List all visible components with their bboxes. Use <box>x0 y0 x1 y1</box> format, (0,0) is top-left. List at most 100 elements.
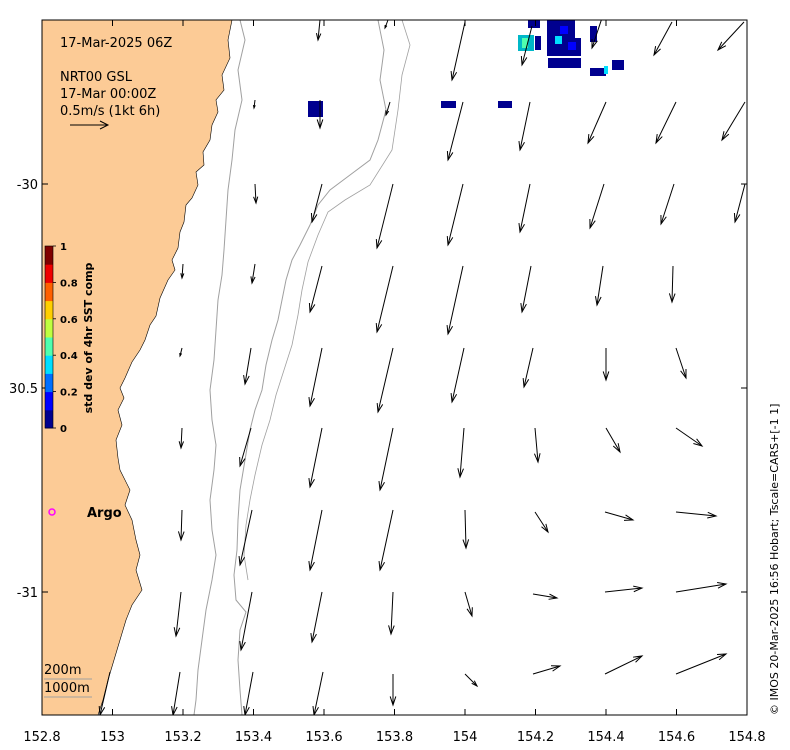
current-arrow <box>520 265 532 314</box>
x-tick-label: 153.4 <box>235 730 272 745</box>
arrow-scale-icon <box>70 120 110 130</box>
current-arrow <box>171 671 181 715</box>
current-arrow <box>450 21 466 82</box>
current-arrow <box>385 101 391 117</box>
current-arrow <box>605 427 621 454</box>
current-arrow <box>587 101 607 145</box>
x-tick-label: 154.8 <box>728 730 765 745</box>
x-tick-label: 154.2 <box>517 730 554 745</box>
current-arrow <box>464 673 479 688</box>
current-arrow <box>668 265 676 304</box>
current-arrow <box>604 511 635 521</box>
y-tick-label: -30 <box>17 178 38 193</box>
colorbar-tick-label: 0.4 <box>60 351 78 362</box>
arrow-scale-label: 0.5m/s (1kt 6h) <box>60 104 160 119</box>
current-arrow <box>179 347 183 358</box>
current-arrow <box>602 348 610 382</box>
current-arrow <box>178 427 185 450</box>
colorbar-tick-label: 0.2 <box>60 388 78 399</box>
current-arrow <box>98 671 111 715</box>
current-arrow <box>520 25 533 67</box>
current-arrow <box>660 183 675 226</box>
x-tick-label: 154.4 <box>587 730 624 745</box>
current-arrow <box>675 347 687 380</box>
current-arrow <box>243 671 254 715</box>
current-arrow <box>308 427 323 489</box>
current-arrow <box>522 347 534 389</box>
current-arrow <box>308 347 323 408</box>
current-arrow <box>595 265 604 307</box>
depth-contour-1000m-outer <box>243 20 411 581</box>
current-arrow <box>589 183 605 230</box>
current-arrow <box>518 183 531 234</box>
current-arrow <box>675 582 728 593</box>
colorbar-tick-label: 0 <box>60 424 67 435</box>
current-arrow <box>378 427 394 492</box>
current-arrow <box>250 263 256 285</box>
current-arrow <box>721 101 746 142</box>
x-tick-label: 153.2 <box>164 730 201 745</box>
credit-text: © IMOS 20-Mar-2025 16:56 Hobart; Tscale=… <box>768 404 781 715</box>
current-arrow <box>180 263 185 280</box>
product-time: 17-Mar 00:00Z <box>60 87 156 102</box>
current-arrow <box>308 265 323 314</box>
current-arrow <box>375 183 394 250</box>
contour-label-1000m: 1000m <box>44 681 90 696</box>
current-arrow <box>675 511 718 519</box>
current-arrow <box>173 591 182 638</box>
current-arrow <box>655 101 677 145</box>
current-arrow <box>177 509 185 542</box>
colorbar: 0 0.2 0.4 0.6 0.8 1 <box>44 242 78 435</box>
current-arrow <box>252 99 256 110</box>
current-arrow <box>376 347 394 414</box>
current-arrow <box>653 21 673 57</box>
current-arrow <box>675 427 704 447</box>
current-arrow <box>308 509 323 572</box>
x-tick-label: 154.6 <box>658 730 695 745</box>
current-arrow <box>446 265 464 336</box>
current-arrow <box>375 265 394 334</box>
current-arrow <box>532 593 559 600</box>
sst-stddev-patches <box>308 20 624 117</box>
argo-label: Argo <box>87 506 122 521</box>
current-arrow <box>446 101 464 162</box>
current-arrow <box>239 591 253 652</box>
y-axis-ticks: -30 30.5 -31 <box>9 178 747 601</box>
colorbar-tick-label: 1 <box>60 242 67 253</box>
current-arrow <box>378 509 394 572</box>
argo-marker[interactable] <box>48 508 56 516</box>
current-arrows <box>98 20 746 715</box>
current-arrow <box>253 183 259 205</box>
current-arrow <box>716 21 745 52</box>
current-arrow <box>464 591 473 618</box>
colorbar-tick-label: 0.6 <box>60 315 78 326</box>
x-tick-label: 153.6 <box>305 730 342 745</box>
current-arrow <box>389 674 397 707</box>
y-tick-label: -31 <box>17 586 38 601</box>
current-arrow <box>316 100 324 130</box>
current-arrow <box>243 347 252 386</box>
depth-contour-200m <box>193 20 246 715</box>
current-arrow <box>733 183 746 224</box>
current-arrow <box>532 665 562 675</box>
colorbar-tick-label: 0.8 <box>60 278 78 289</box>
current-arrow <box>310 183 323 224</box>
coastline-land <box>42 20 233 715</box>
current-arrow <box>591 20 602 50</box>
current-arrow <box>310 591 323 644</box>
current-arrow <box>312 671 324 715</box>
x-tick-label: 153.8 <box>376 730 413 745</box>
product-name: NRT00 GSL <box>60 70 133 85</box>
current-arrow <box>534 511 549 534</box>
contour-label-200m: 200m <box>44 663 81 678</box>
current-arrow <box>675 653 728 675</box>
current-arrow <box>604 655 644 675</box>
x-axis-ticks: 152.8 153 153.2 153.4 153.6 153.8 154 154.2 154.… <box>23 20 766 745</box>
current-arrow <box>518 101 531 152</box>
y-tick-label: 30.5 <box>9 382 38 397</box>
current-arrow <box>604 585 644 593</box>
current-arrow <box>446 183 464 247</box>
current-arrow <box>315 20 322 42</box>
current-arrow <box>238 509 253 567</box>
